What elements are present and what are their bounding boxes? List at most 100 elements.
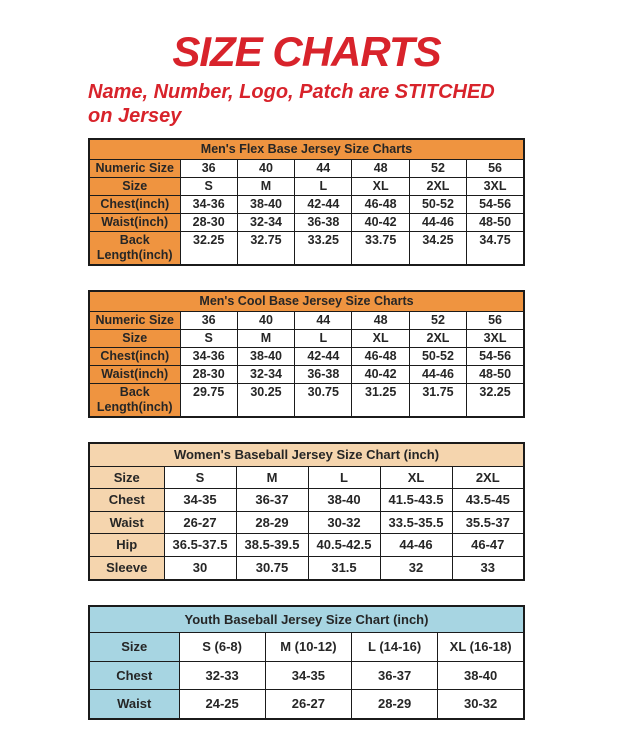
size-value-cell: 33.5-35.5 xyxy=(379,510,453,535)
table-row: Hip 36.5-37.5 38.5-39.5 40.5-42.5 44-46 46-47 xyxy=(88,533,525,558)
size-value-cell: 38-40 xyxy=(236,347,296,367)
row-label-cell: Waist xyxy=(88,689,180,720)
page-subtitle-line2: on Jersey xyxy=(88,105,182,128)
table-row: Size S M L XL 2XL xyxy=(88,465,525,490)
size-value-cell: 48 xyxy=(351,159,410,179)
size-charts-page: SIZE CHARTS Name, Number, Logo, Patch ar… xyxy=(88,28,525,721)
size-value-cell: XL xyxy=(351,329,410,349)
table-row: Chest 32-33 34-35 36-37 38-40 xyxy=(88,660,525,691)
size-value-cell: 28-29 xyxy=(235,510,309,535)
size-value-cell: 44-46 xyxy=(408,213,468,233)
size-value-cell: M xyxy=(236,177,296,197)
table-row: Numeric Size 36 40 44 48 52 56 xyxy=(88,311,525,331)
size-value-cell: 43.5-45 xyxy=(451,488,525,512)
size-value-cell: 29.75 xyxy=(179,383,238,418)
size-value-cell: 32-33 xyxy=(178,660,266,691)
size-value-cell: 48-50 xyxy=(466,213,525,233)
page-subtitle-line1: Name, Number, Logo, Patch are STITCHED xyxy=(88,81,495,104)
size-value-cell: 48-50 xyxy=(466,365,525,385)
table-row: Chest(inch) 34-36 38-40 42-44 46-48 50-52 54-5… xyxy=(88,347,525,367)
size-value-cell: 41.5-43.5 xyxy=(379,488,453,512)
size-value-cell: 28-30 xyxy=(179,365,238,385)
size-value-cell: 36.5-37.5 xyxy=(163,533,237,558)
size-value-cell: 34.25 xyxy=(408,231,468,266)
size-value-cell: 33.75 xyxy=(351,231,410,266)
size-value-cell: 2XL xyxy=(408,329,468,349)
size-value-cell: 34-35 xyxy=(264,660,353,691)
size-value-cell: 44 xyxy=(294,159,353,179)
size-value-cell: XL xyxy=(351,177,410,197)
row-label-cell: Chest xyxy=(88,488,165,512)
size-value-cell: 28-30 xyxy=(179,213,238,233)
size-value-cell: 52 xyxy=(408,159,468,179)
row-label-cell: Numeric Size xyxy=(88,159,181,179)
size-value-cell: 36 xyxy=(179,159,238,179)
size-value-cell: XL (16-18) xyxy=(437,632,525,662)
size-value-cell: 36-37 xyxy=(350,660,439,691)
size-value-cell: 40.5-42.5 xyxy=(307,533,381,558)
size-value-cell: 44-46 xyxy=(379,533,453,558)
size-value-cell: 28-29 xyxy=(350,689,439,720)
size-value-cell: 56 xyxy=(466,159,525,179)
table-body: Numeric Size 36 40 44 48 52 56 Size S M L XL 2XL 3XL C… xyxy=(88,159,525,266)
table-row: Size S M L XL 2XL 3XL xyxy=(88,177,525,197)
size-value-cell: 52 xyxy=(408,311,468,331)
table-title: Youth Baseball Jersey Size Chart (inch) xyxy=(88,605,525,634)
table-title-row: Men's Cool Base Jersey Size Charts xyxy=(88,290,525,313)
size-value-cell: 32-34 xyxy=(236,365,296,385)
row-label-cell: Waist(inch) xyxy=(88,365,181,385)
size-value-cell: S (6-8) xyxy=(178,632,266,662)
size-value-cell: 30.75 xyxy=(235,556,309,581)
size-value-cell: 42-44 xyxy=(294,347,353,367)
row-label-cell: Hip xyxy=(88,533,165,558)
size-value-cell: 40-42 xyxy=(351,365,410,385)
table-row: Size S M L XL 2XL 3XL xyxy=(88,329,525,349)
size-value-cell: 46-48 xyxy=(351,195,410,215)
size-value-cell: M (10-12) xyxy=(264,632,353,662)
table-body: Size S (6-8) M (10-12) L (14-16) XL (16-18) C… xyxy=(88,632,525,720)
size-value-cell: 24-25 xyxy=(178,689,266,720)
page-title: SIZE CHARTS xyxy=(172,28,441,75)
row-label-cell: Back Length(inch) xyxy=(88,383,181,418)
size-value-cell: 42-44 xyxy=(294,195,353,215)
size-value-cell: 26-27 xyxy=(163,510,237,535)
size-value-cell: S xyxy=(163,465,237,490)
size-value-cell: L (14-16) xyxy=(350,632,439,662)
size-value-cell: 3XL xyxy=(466,177,525,197)
row-label-cell: Sleeve xyxy=(88,556,165,581)
size-value-cell: 34-36 xyxy=(179,195,238,215)
size-value-cell: 44 xyxy=(294,311,353,331)
table-body: Size S M L XL 2XL Chest 34-35 36-37 38-40 41.5-43.… xyxy=(88,465,525,581)
row-label-cell: Waist(inch) xyxy=(88,213,181,233)
table-row: Waist(inch) 28-30 32-34 36-38 40-42 44-46 48-5… xyxy=(88,213,525,233)
mens-cool-base-size-table: Men's Cool Base Jersey Size Charts Numer… xyxy=(88,290,525,419)
size-value-cell: 54-56 xyxy=(466,347,525,367)
table-title-row: Youth Baseball Jersey Size Chart (inch) xyxy=(88,605,525,634)
size-value-cell: 46-48 xyxy=(351,347,410,367)
size-value-cell: 38-40 xyxy=(236,195,296,215)
row-label-cell: Chest(inch) xyxy=(88,195,181,215)
size-value-cell: 34.75 xyxy=(466,231,525,266)
size-value-cell: 31.25 xyxy=(351,383,410,418)
size-value-cell: 2XL xyxy=(451,465,525,490)
size-value-cell: S xyxy=(179,329,238,349)
size-value-cell: 32.75 xyxy=(236,231,296,266)
table-row: Numeric Size 36 40 44 48 52 56 xyxy=(88,159,525,179)
table-row: Waist 24-25 26-27 28-29 30-32 xyxy=(88,689,525,720)
size-value-cell: 33 xyxy=(451,556,525,581)
row-label-cell: Size xyxy=(88,177,181,197)
size-value-cell: 31.5 xyxy=(307,556,381,581)
size-value-cell: 48 xyxy=(351,311,410,331)
size-value-cell: 38-40 xyxy=(307,488,381,512)
table-title: Women's Baseball Jersey Size Chart (inch… xyxy=(88,442,525,467)
size-value-cell: XL xyxy=(379,465,453,490)
size-value-cell: 36-38 xyxy=(294,213,353,233)
table-row: Back Length(inch) 29.75 30.25 30.75 31.25 31.… xyxy=(88,383,525,418)
table-title-row: Men's Flex Base Jersey Size Charts xyxy=(88,138,525,161)
size-value-cell: 54-56 xyxy=(466,195,525,215)
size-value-cell: 34-35 xyxy=(163,488,237,512)
size-value-cell: L xyxy=(294,177,353,197)
size-value-cell: 30 xyxy=(163,556,237,581)
row-label-cell: Size xyxy=(88,632,180,662)
size-value-cell: 32.25 xyxy=(466,383,525,418)
